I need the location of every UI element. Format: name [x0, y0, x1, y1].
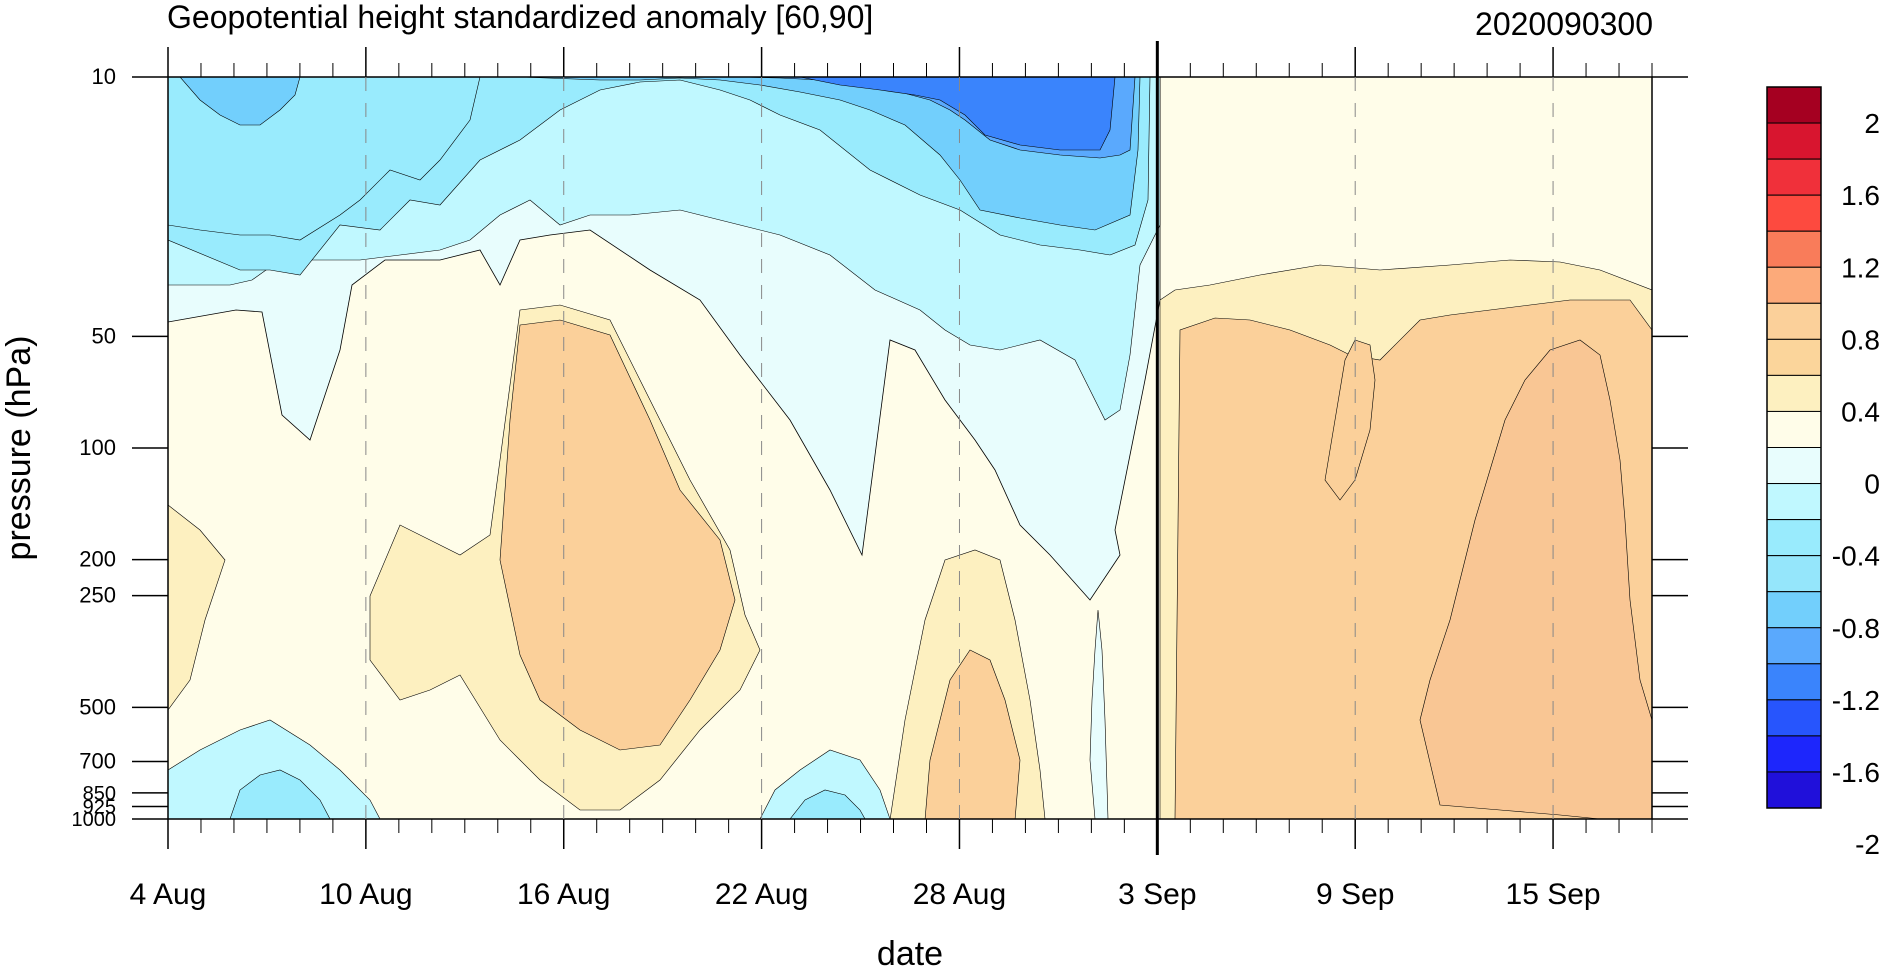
- y-tick-label: 850: [83, 783, 116, 805]
- contour-region-bl-blob2: [229, 769, 331, 819]
- x-tick-label: 22 Aug: [715, 878, 808, 911]
- colorbar-swatch: [1766, 122, 1822, 160]
- colorbar-swatch: [1766, 302, 1822, 340]
- colorbar-label: 1.2: [1841, 252, 1880, 283]
- contour-regions: [168, 77, 1652, 819]
- contour-region-thin-spike: [1089, 609, 1109, 819]
- x-tick-label: 4 Aug: [130, 878, 207, 911]
- y-tick-label: 200: [79, 547, 116, 572]
- x-tick-label: 28 Aug: [913, 878, 1006, 911]
- colorbar-swatch: [1766, 663, 1822, 701]
- colorbar-swatch: [1766, 555, 1822, 593]
- x-tick-label: 9 Sep: [1316, 878, 1394, 911]
- colorbar-swatch: [1766, 591, 1822, 629]
- chart-title: Geopotential height standardized anomaly…: [167, 0, 873, 35]
- y-tick-label: 500: [79, 694, 116, 719]
- x-tick-label: 3 Sep: [1118, 878, 1196, 911]
- colorbar-frame: [1766, 86, 1822, 809]
- y-tick-label: 925: [83, 796, 116, 818]
- y-tick-label: 100: [79, 435, 116, 460]
- x-tick-label: 10 Aug: [319, 878, 412, 911]
- contour-region-pos0.8-b: [924, 649, 1021, 819]
- colorbar-label: 0: [1864, 469, 1880, 500]
- y-tick-label: 50: [92, 323, 116, 348]
- x-axis: 4 Aug 10 Aug 16 Aug 22 Aug 28 Aug 3 Sep 9 Sep 1…: [130, 47, 1653, 911]
- y-tick-label: 1000: [72, 809, 117, 831]
- contour-region-tl-blob2: [179, 77, 301, 126]
- colorbar-label: 0.8: [1841, 324, 1880, 355]
- y-tick-label: 10: [92, 64, 116, 89]
- x-tick-label: 15 Sep: [1506, 878, 1601, 911]
- colorbar-swatch: [1766, 230, 1822, 268]
- colorbar-swatch: [1766, 338, 1822, 376]
- colorbar-swatch: [1766, 158, 1822, 196]
- contour-region-bm-blob: [759, 749, 891, 819]
- colorbar-label: 2: [1864, 108, 1880, 139]
- contour-region-pos0.8-d: [1324, 339, 1376, 501]
- colorbar-swatch: [1766, 771, 1822, 809]
- contour-region-pos0.4-a: [168, 504, 226, 711]
- contour-region-pos0.8-a: [499, 319, 736, 751]
- colorbar-label: 1.6: [1841, 180, 1880, 211]
- run-label: 2020090300: [1475, 6, 1653, 42]
- y-axis-title: pressure (hPa): [0, 336, 38, 561]
- colorbar-swatch: [1766, 699, 1822, 737]
- contour-region-bl-blob: [168, 719, 381, 819]
- colorbar-label: -2: [1855, 829, 1880, 860]
- contour-region-neg2.4: [799, 77, 1116, 151]
- colorbar-swatch: [1766, 447, 1822, 485]
- colorbar-swatch: [1766, 86, 1822, 124]
- y-tick-label: 700: [79, 749, 116, 774]
- colorbar-swatch: [1766, 194, 1822, 232]
- colorbar-label: -1.2: [1832, 685, 1880, 716]
- colorbar-label: -1.6: [1832, 757, 1880, 788]
- colorbar-label: 0.4: [1841, 396, 1880, 427]
- contour-region-pos1.2: [1419, 339, 1652, 819]
- colorbar-swatch: [1766, 519, 1822, 557]
- colorbar-swatch: [1766, 410, 1822, 449]
- y-tick-label: 250: [79, 583, 116, 608]
- colorbar-label: -0.8: [1832, 613, 1880, 644]
- x-tick-label: 16 Aug: [517, 878, 610, 911]
- x-axis-title: date: [877, 935, 943, 969]
- colorbar: 2 1.6 1.2 0.8 0.4 0 -0.4 -0.8 -1.2 -1.6 -2: [1766, 86, 1880, 860]
- colorbar-swatch: [1766, 374, 1822, 412]
- contour-region-bm-blob2: [789, 789, 866, 819]
- colorbar-swatch: [1766, 266, 1822, 304]
- colorbar-swatch: [1766, 627, 1822, 665]
- colorbar-label: -0.4: [1832, 541, 1880, 572]
- colorbar-swatch: [1766, 483, 1822, 521]
- colorbar-swatch: [1766, 735, 1822, 773]
